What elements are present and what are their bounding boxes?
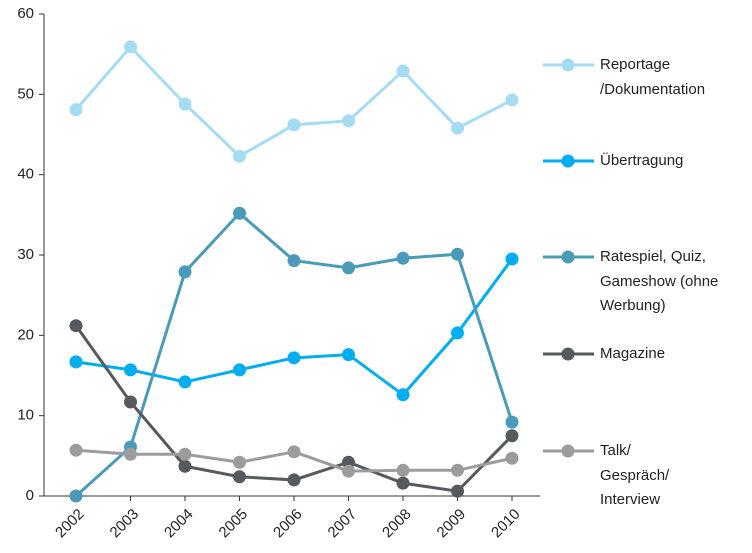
point xyxy=(505,93,519,107)
legend-label: Magazine xyxy=(600,345,666,362)
point xyxy=(69,355,83,369)
y-tick-label: 30 xyxy=(17,246,34,263)
point xyxy=(178,459,192,473)
point xyxy=(287,473,301,487)
point xyxy=(505,451,519,465)
y-tick-label: 40 xyxy=(17,166,34,183)
point xyxy=(396,64,410,78)
point xyxy=(287,351,301,365)
x-tick-label: 2009 xyxy=(434,506,470,542)
point xyxy=(342,464,355,478)
point xyxy=(178,375,192,389)
point xyxy=(342,114,355,128)
point xyxy=(233,363,246,377)
point xyxy=(69,489,83,503)
legend-label: Ratespiel, Quiz, Gameshow (ohne Werbung) xyxy=(600,248,719,314)
point xyxy=(287,254,301,268)
point xyxy=(451,247,464,261)
legend-marker xyxy=(561,347,575,361)
point xyxy=(69,103,83,117)
point xyxy=(178,97,192,111)
x-tick-label: 2010 xyxy=(488,506,524,542)
point xyxy=(287,118,301,132)
y-tick-label: 10 xyxy=(17,407,34,424)
point xyxy=(124,40,137,54)
legend-marker xyxy=(561,250,575,264)
point xyxy=(287,445,301,459)
point xyxy=(505,415,519,429)
x-tick-label: 2003 xyxy=(107,506,143,542)
point xyxy=(451,484,464,498)
point xyxy=(451,121,464,135)
x-tick-label: 2002 xyxy=(52,506,88,542)
point xyxy=(396,251,410,265)
legend-marker xyxy=(561,154,575,168)
legend-marker xyxy=(561,444,575,458)
point xyxy=(233,206,246,220)
point xyxy=(451,326,464,340)
point xyxy=(233,149,246,163)
point xyxy=(342,261,355,275)
point xyxy=(69,443,83,457)
point xyxy=(396,388,410,402)
x-tick-label: 2008 xyxy=(379,506,415,542)
point xyxy=(69,319,83,333)
point xyxy=(233,455,246,469)
y-tick-label: 50 xyxy=(17,85,34,102)
point xyxy=(178,447,192,461)
series-line xyxy=(74,44,513,159)
legend-marker xyxy=(561,58,575,72)
series-line xyxy=(75,258,514,397)
point xyxy=(124,395,137,409)
legend-label: Übertragung xyxy=(600,152,684,169)
legend-label: Talk/ Gespräch/ Interview xyxy=(600,442,670,508)
legend-label: Reportage /Dokumentation xyxy=(600,56,706,98)
point xyxy=(505,252,519,266)
y-tick-label: 20 xyxy=(17,326,34,343)
x-tick-label: 2004 xyxy=(161,506,197,542)
point xyxy=(178,265,192,279)
point xyxy=(124,363,137,377)
point xyxy=(342,348,355,362)
point xyxy=(396,463,410,477)
x-tick-label: 2005 xyxy=(216,506,252,542)
point xyxy=(233,470,246,484)
y-tick-label: 60 xyxy=(17,5,34,22)
point xyxy=(396,476,410,490)
point xyxy=(124,447,137,461)
point xyxy=(451,463,464,477)
x-tick-label: 2007 xyxy=(325,506,361,542)
x-tick-label: 2006 xyxy=(270,506,306,542)
point xyxy=(505,429,519,443)
y-tick-label: 0 xyxy=(26,487,34,504)
